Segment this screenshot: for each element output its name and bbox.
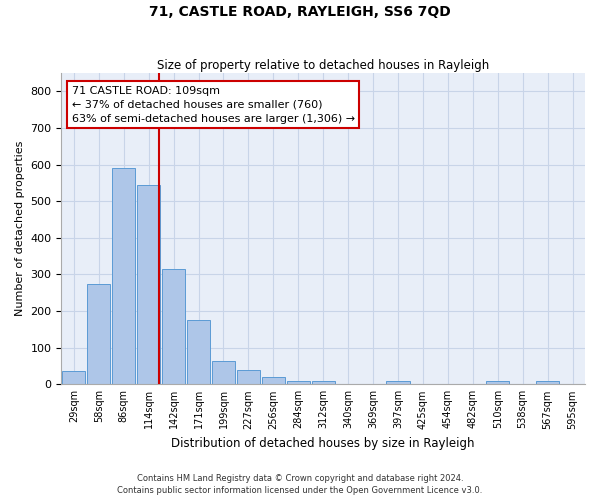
Bar [536,380,559,384]
Bar [212,360,235,384]
Y-axis label: Number of detached properties: Number of detached properties [15,141,25,316]
Text: Contains HM Land Registry data © Crown copyright and database right 2024.
Contai: Contains HM Land Registry data © Crown c… [118,474,482,495]
Bar [262,377,285,384]
Title: Size of property relative to detached houses in Rayleigh: Size of property relative to detached ho… [157,59,490,72]
Text: 71, CASTLE ROAD, RAYLEIGH, SS6 7QD: 71, CASTLE ROAD, RAYLEIGH, SS6 7QD [149,5,451,19]
Bar [237,370,260,384]
X-axis label: Distribution of detached houses by size in Rayleigh: Distribution of detached houses by size … [172,437,475,450]
Bar [386,380,410,384]
Text: 71 CASTLE ROAD: 109sqm
← 37% of detached houses are smaller (760)
63% of semi-de: 71 CASTLE ROAD: 109sqm ← 37% of detached… [72,86,355,124]
Bar [486,380,509,384]
Bar [311,380,335,384]
Bar [87,284,110,384]
Bar [162,269,185,384]
Bar [287,380,310,384]
Bar [187,320,210,384]
Bar [112,168,136,384]
Bar [62,372,85,384]
Bar [137,185,160,384]
